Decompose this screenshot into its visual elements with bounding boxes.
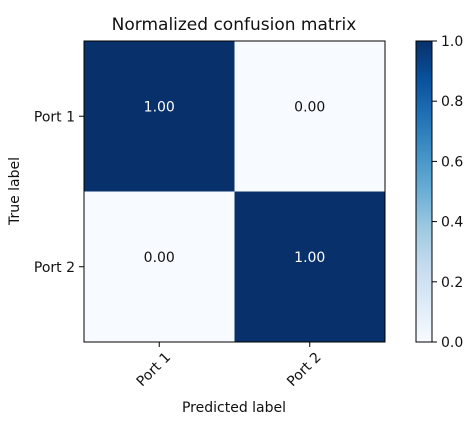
y-tick-label: Port 2 — [34, 260, 75, 276]
cell-value-label: 0.00 — [294, 99, 325, 115]
chart-title: Normalized confusion matrix — [112, 15, 357, 35]
colorbar-tick-label: 0.0 — [441, 335, 463, 351]
heatmap-cell — [234, 191, 385, 342]
cell-value-label: 0.00 — [144, 250, 175, 266]
x-axis-label: Predicted label — [182, 400, 286, 416]
heatmap-cells — [84, 41, 385, 342]
cell-value-label: 1.00 — [144, 99, 175, 115]
plot-frame — [83, 40, 386, 343]
colorbar-tick-label: 0.6 — [441, 154, 463, 170]
heatmap-cell — [234, 41, 385, 192]
y-axis-label: True label — [7, 157, 23, 226]
y-tick-label: Port 1 — [34, 109, 75, 125]
heatmap-cell-labels: 1.00 0.00 0.00 1.00 — [144, 99, 326, 266]
colorbar-tick-label: 0.2 — [441, 275, 463, 291]
x-tick-label: Port 1 — [134, 350, 174, 390]
colorbar — [415, 40, 433, 343]
cell-value-label: 1.00 — [294, 250, 325, 266]
colorbar-tick-label: 0.4 — [441, 215, 463, 231]
x-axis: Port 1 Port 2 — [134, 342, 325, 390]
y-axis: Port 1 Port 2 — [34, 109, 84, 276]
heatmap-cell — [84, 191, 235, 342]
x-tick-label: Port 2 — [284, 350, 324, 390]
heatmap-cell — [84, 41, 235, 192]
colorbar-tick-label: 0.8 — [441, 94, 463, 110]
colorbar-tick-label: 1.0 — [441, 34, 463, 50]
colorbar-ticks: 0.0 0.2 0.4 0.6 0.8 1.0 — [432, 34, 463, 351]
